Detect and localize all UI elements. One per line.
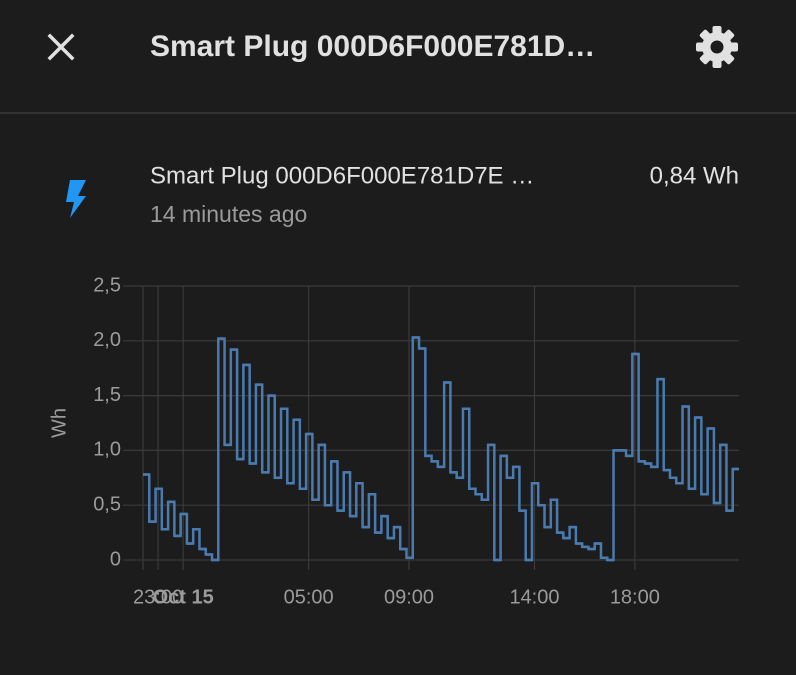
settings-button[interactable] (696, 26, 738, 68)
dialog-title: Smart Plug 000D6F000E781D… (150, 30, 595, 63)
y-tick-label: 2,5 (93, 274, 121, 296)
x-tick-label: Oct 15 (153, 586, 214, 608)
close-button[interactable] (47, 33, 75, 61)
x-tick-label: 14:00 (509, 586, 559, 608)
entity-state: 0,84 Wh (650, 162, 739, 189)
y-tick-label: 2,0 (93, 329, 121, 351)
y-tick-label: 1,5 (93, 384, 121, 406)
y-axis-label: Wh (48, 408, 70, 438)
y-tick-label: 1,0 (93, 439, 121, 461)
x-tick-label: 05:00 (284, 586, 334, 608)
x-tick-label: 09:00 (384, 586, 434, 608)
x-tick-label: 23:00 (133, 586, 183, 608)
x-tick-label: 18:00 (610, 586, 660, 608)
step-line-connector (143, 336, 739, 562)
entity-name: Smart Plug 000D6F000E781D7E … (150, 162, 534, 189)
last-changed: 14 minutes ago (150, 201, 307, 227)
entity-icon (66, 180, 86, 218)
y-tick-label: 0,5 (93, 493, 121, 515)
y-tick-label: 0 (110, 548, 121, 570)
